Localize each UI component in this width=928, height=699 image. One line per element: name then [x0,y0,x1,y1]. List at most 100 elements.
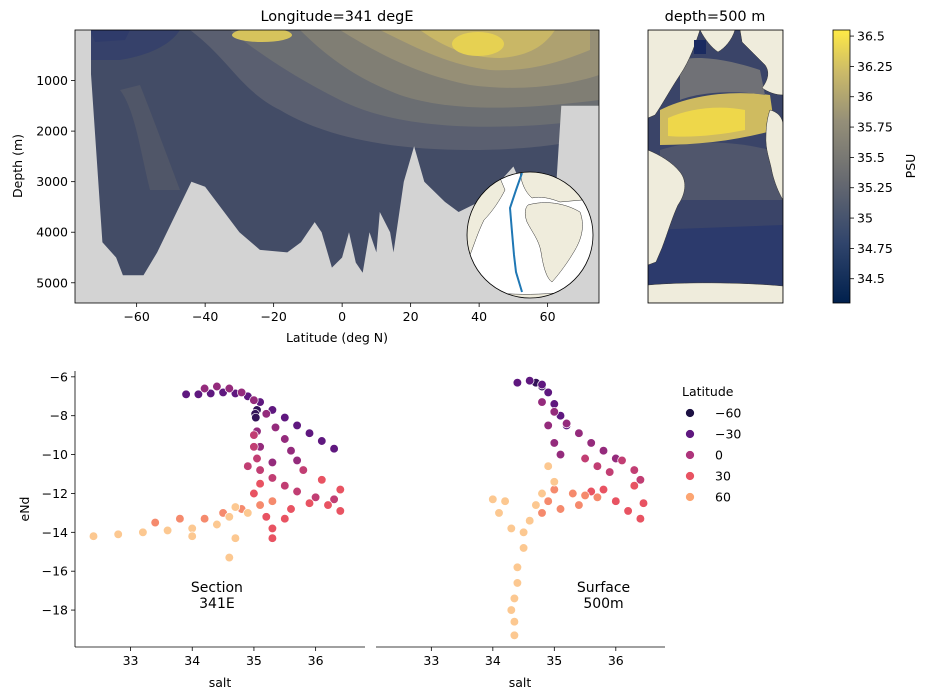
legend-marker [685,471,695,481]
scatter-point [261,409,271,419]
scatter-point [212,519,222,530]
scatter-point [549,399,559,409]
map-africa-land [765,109,783,201]
scatter-point [555,504,566,514]
scatter-point [592,461,603,471]
scatter-point [206,388,216,399]
scatter-point [230,502,241,512]
scatter-point [224,512,234,522]
scatter-point [518,543,529,553]
legend-title: Latitude [682,384,734,399]
scatter-point [255,479,265,489]
section-ytick-label: 5000 [36,275,68,290]
scatter-ytick-label: −16 [42,564,68,579]
scatter-point [236,387,247,398]
section-xtick-label: 60 [540,309,556,324]
section-ticks: −60 −40 −20 0 20 40 60 1000 2000 3000 4000 5000 [36,73,555,324]
scatter-point [623,506,633,516]
scatter-point [592,492,603,502]
section-ytick-label: 4000 [36,225,68,240]
section-coast-mask [75,30,91,303]
legend-label: 60 [715,490,731,505]
scatter-point [531,500,541,510]
legend-marker [685,429,695,439]
scatter-xtick-label: 35 [546,653,562,668]
scatter-point [255,465,265,475]
scatter-point [310,492,321,502]
scatter-point [292,486,302,497]
scatter-point [574,428,584,438]
scatter-point [304,498,315,508]
scatter-point [298,465,308,475]
scatter-section-panel: 33 34 35 36 −6 −8 −10 −12 −14 −16 −18 salt eNd Sec… [17,369,365,690]
legend-marker [685,492,695,502]
legend-label: −60 [715,406,741,421]
scatter-point [323,500,333,510]
scatter-point [617,455,627,466]
scatter-point [543,461,553,471]
scatter-xtick-label: 33 [123,653,139,668]
map-salinity-north [680,58,765,100]
scatter-point [280,434,290,444]
scatter-point [638,498,649,508]
scatter-point [267,457,278,468]
scatter-point [509,617,520,627]
scatter-ytick-label: −6 [50,369,68,384]
scatter-point [252,453,262,464]
scatter-ytick-label: −14 [42,525,68,540]
scatter-point [512,378,523,388]
annotation-line: 500m [583,596,623,612]
scatter-xtick-label: 36 [308,653,324,668]
scatter-section-ticks: 33 34 35 36 −6 −8 −10 −12 −14 −16 −18 [42,369,324,668]
legend-label: 30 [715,469,731,484]
scatter-point [629,481,639,491]
scatter-point [543,420,553,431]
scatter-ytick-label: −8 [50,408,68,423]
annotation-line: Surface [577,580,630,596]
scatter-point [574,500,584,510]
colorbar-ticks: 34.5 34.75 35 35.25 35.5 35.75 36 36.25 36.5 [850,29,893,286]
scatter-point [150,517,160,528]
scatter-point [286,504,296,514]
scatter-point [568,488,578,499]
scatter-point [292,420,302,431]
scatter-point [199,514,210,524]
scatter-point [243,508,253,518]
colorbar-tick-label: 34.5 [857,271,885,286]
map-salinity-max [668,107,745,137]
scatter-point [537,488,547,499]
scatter-point [280,481,290,491]
scatter-point [249,442,259,452]
scatter-point [199,383,210,394]
map-hudson-patch [694,40,706,54]
scatter-point [598,446,609,456]
scatter-point [525,516,535,526]
legend-marker [685,450,695,460]
scatter-point [518,527,529,537]
scatter-point [193,389,204,399]
section-ytick-label: 1000 [36,73,68,88]
scatter-point [605,467,615,477]
scatter-surface-panel: 33 34 35 36 salt Surface 500m [376,376,665,690]
scatter-surface-ticks: 33 34 35 36 [423,647,624,668]
scatter-point [317,475,327,485]
scatter-point [249,430,259,440]
scatter-surface-annotation: Surface 500m [577,580,630,612]
scatter-point [181,389,191,399]
map-frame [647,29,784,304]
scatter-point [537,397,547,407]
scatter-point [243,461,253,471]
scatter-point [580,453,590,464]
scatter-point [549,438,559,448]
scatter-point [187,531,197,541]
scatter-point [280,514,290,524]
scatter-ytick-label: −12 [42,486,68,501]
scatter-point [500,496,510,506]
section-xtick-label: 0 [338,309,346,324]
scatter-point [329,494,339,504]
scatter-point [88,531,99,541]
section-xtick-label: 20 [403,309,419,324]
scatter-point [212,381,222,392]
scatter-point [175,514,185,524]
